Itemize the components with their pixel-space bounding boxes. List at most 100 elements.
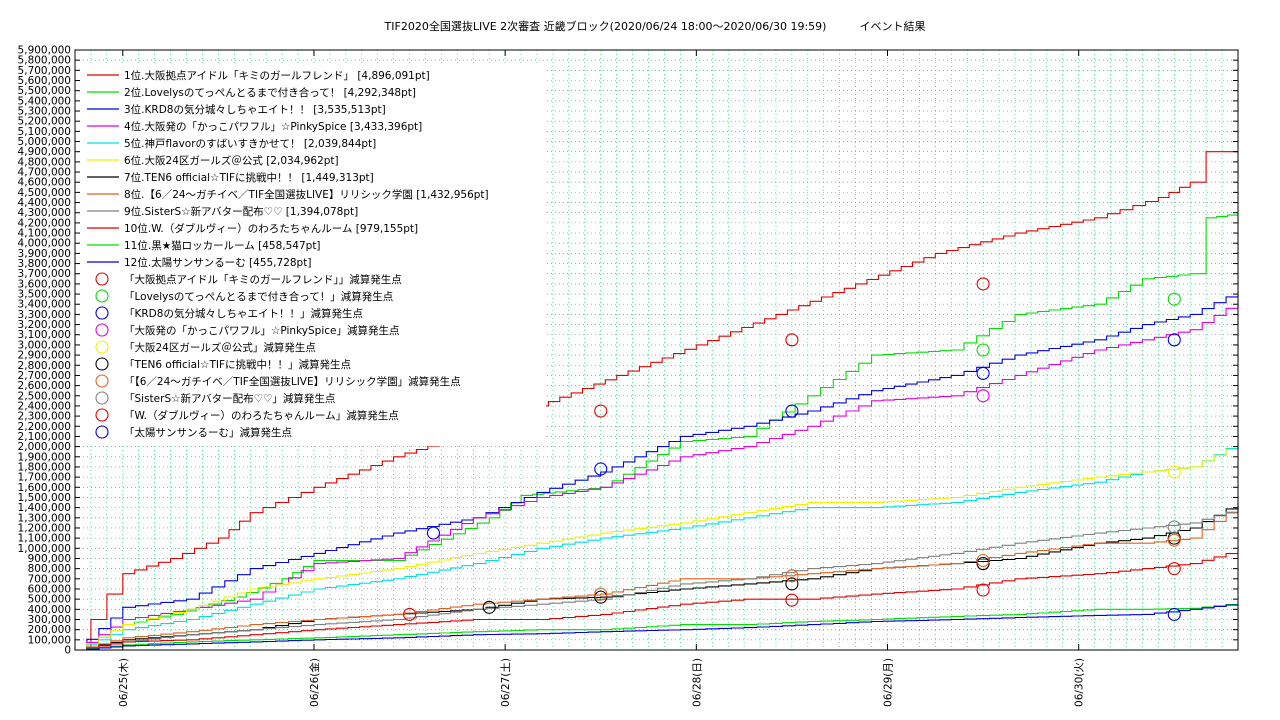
series-line-3 — [75, 291, 1239, 651]
y-tick-label: 5,200,000 — [18, 116, 71, 128]
y-tick-label: 2,600,000 — [18, 380, 71, 392]
y-tick-label: 4,100,000 — [18, 228, 71, 240]
legend-marker-4 — [95, 323, 109, 337]
x-tick-label: 06/30(火) — [1074, 658, 1086, 707]
deduction-marker-1 — [976, 277, 990, 291]
x-tick-label: 06/27(土) — [499, 658, 512, 707]
y-tick-label: 3,700,000 — [18, 268, 71, 280]
series-line-9 — [75, 508, 1239, 651]
marker-layer — [403, 277, 1181, 621]
y-tick-label: 2,000,000 — [18, 441, 71, 453]
x-tick-label: 06/26(金) — [308, 658, 321, 707]
y-tick-label: 5,900,000 — [18, 45, 71, 57]
legend-marker-5 — [95, 340, 109, 354]
y-tick-label: 1,000,000 — [18, 543, 71, 555]
y-tick-label: 4,300,000 — [18, 207, 71, 219]
y-tick-label: 1,800,000 — [18, 461, 71, 473]
y-tick-label: 2,800,000 — [18, 360, 71, 372]
y-tick-label: 2,300,000 — [18, 411, 71, 423]
legend-label-3: 3位.KRD8の気分城々しちゃエイト！！ [3,535,513pt] — [124, 103, 386, 116]
legend-label-12: 12位.太陽サンサンるーむ [455,728pt] — [124, 256, 311, 269]
y-tick-label: 300,000 — [28, 614, 71, 626]
legend-marker-label-7: 「【6／24〜ガチイベ／TIF全国選抜LIVE】リリシック学園」減算発生点 — [124, 375, 461, 388]
chart-title: TIF2020全国選抜LIVE 2次審査 近畿ブロック(2020/06/24 1… — [384, 19, 926, 33]
deduction-marker-3 — [594, 462, 608, 476]
y-tick-label: 3,900,000 — [18, 248, 71, 260]
y-tick-label: 5,700,000 — [18, 65, 71, 77]
y-tick-label: 100,000 — [28, 634, 71, 646]
deduction-marker-1 — [785, 333, 799, 347]
x-tick-label: 06/29(月) — [883, 658, 895, 707]
legend-label-2: 2位.Lovelysのてっぺんとるまで付き合って！ [4,292,348pt] — [124, 86, 416, 99]
deduction-marker-7 — [785, 577, 799, 591]
y-tick-label: 2,200,000 — [18, 421, 71, 433]
deduction-marker-7 — [976, 557, 990, 571]
series-line-7 — [75, 502, 1239, 651]
y-tick-label: 400,000 — [28, 604, 71, 616]
y-tick-label: 900,000 — [28, 553, 71, 565]
series-line-2 — [75, 213, 1239, 651]
legend-marker-label-3: 「KRD8の気分城々しちゃエイト！！」減算発生点 — [124, 307, 363, 320]
legend-label-6: 6位.大阪24区ガールズ＠公式 [2,034,962pt] — [124, 154, 339, 167]
y-tick-label: 2,400,000 — [18, 400, 71, 412]
deduction-marker-4 — [976, 389, 990, 403]
deduction-marker-8 — [1167, 533, 1181, 547]
deduction-marker-7 — [482, 600, 496, 614]
series-line-1 — [75, 151, 1238, 651]
deduction-marker-12 — [1167, 607, 1181, 621]
legend-box — [80, 66, 546, 446]
deduction-marker-7 — [594, 590, 608, 604]
y-tick-label: 4,400,000 — [18, 197, 71, 209]
legend-label-10: 10位.W.（ダブルヴィー）のわろたちゃんルーム [979,155pt] — [124, 222, 418, 235]
legend-marker-label-9: 「W.（ダブルヴィー）のわろたちゃんルーム」減算発生点 — [124, 409, 399, 422]
y-tick-label: 200,000 — [28, 624, 71, 636]
legend-label-8: 8位.【6／24〜ガチイベ／TIF全国選抜LIVE】リリシック学園 [1,432… — [124, 188, 489, 201]
series-line-5 — [75, 442, 1239, 651]
x-axis-ticks: 06/25(木) 06/26(金) 06/27(土) 06/28(日) 06/29(月)… — [118, 50, 1086, 707]
y-tick-label: 3,400,000 — [18, 299, 71, 311]
y-tick-label: 3,500,000 — [18, 289, 71, 301]
legend-marker-1 — [95, 272, 109, 286]
y-tick-label: 1,500,000 — [18, 492, 71, 504]
series-line-8 — [75, 504, 1239, 651]
deduction-marker-1 — [594, 404, 608, 418]
series-line-6 — [75, 443, 1239, 651]
legend-marker-label-1: 「大阪拠点アイドル「キミのガールフレンド」」減算発生点 — [124, 273, 402, 286]
x-tick-label: 06/28(日) — [691, 658, 703, 707]
deduction-marker-3 — [976, 366, 990, 380]
deduction-marker-2 — [976, 343, 990, 357]
series-line-11 — [75, 603, 1239, 651]
deduction-marker-10 — [976, 583, 990, 597]
y-tick-label: 5,400,000 — [18, 95, 71, 107]
y-tick-label: 5,600,000 — [18, 75, 71, 87]
deduction-marker-10 — [403, 607, 417, 621]
legend-marker-label-4: 「大阪発の「かっこパワフル」☆PinkySpice」減算発生点 — [124, 324, 400, 337]
deduction-marker-3 — [1167, 333, 1181, 347]
legend-label-7: 7位.TEN6 official☆TIFに挑戦中！！ [1,449,313pt] — [124, 171, 374, 184]
legend-marker-6 — [95, 357, 109, 371]
y-tick-label: 3,600,000 — [18, 278, 71, 290]
y-tick-label: 3,100,000 — [18, 329, 71, 341]
y-tick-label: 4,800,000 — [18, 156, 71, 168]
legend-marker-label-2: 「Lovelysのてっぺんとるまで付き合って！」減算発生点 — [124, 290, 393, 303]
legend: 1位.大阪拠点アイドル「キミのガールフレンド」 [4,896,091pt] 2位.… — [87, 69, 489, 439]
y-tick-label: 2,500,000 — [18, 390, 71, 402]
deduction-marker-10 — [785, 593, 799, 607]
y-tick-label: 3,300,000 — [18, 309, 71, 321]
y-tick-label: 2,700,000 — [18, 370, 71, 382]
y-tick-label: 2,100,000 — [18, 431, 71, 443]
series-line-12 — [75, 603, 1239, 651]
y-tick-label: 600,000 — [28, 583, 71, 595]
y-tick-label: 0 — [64, 645, 71, 657]
y-tick-label: 3,200,000 — [18, 319, 71, 331]
legend-marker-9 — [95, 408, 109, 422]
legend-label-4: 4位.大阪発の「かっこパワフル」☆PinkySpice [3,433,396pt… — [124, 120, 422, 133]
deduction-marker-3 — [426, 526, 441, 540]
plot-frame — [74, 49, 1239, 651]
series-line-10 — [75, 550, 1239, 651]
deduction-marker-2 — [1167, 292, 1181, 306]
y-tick-label: 1,700,000 — [18, 472, 71, 484]
y-tick-label: 1,100,000 — [18, 533, 71, 545]
legend-marker-label-10: 「太陽サンサンるーむ」減算発生点 — [124, 426, 292, 439]
